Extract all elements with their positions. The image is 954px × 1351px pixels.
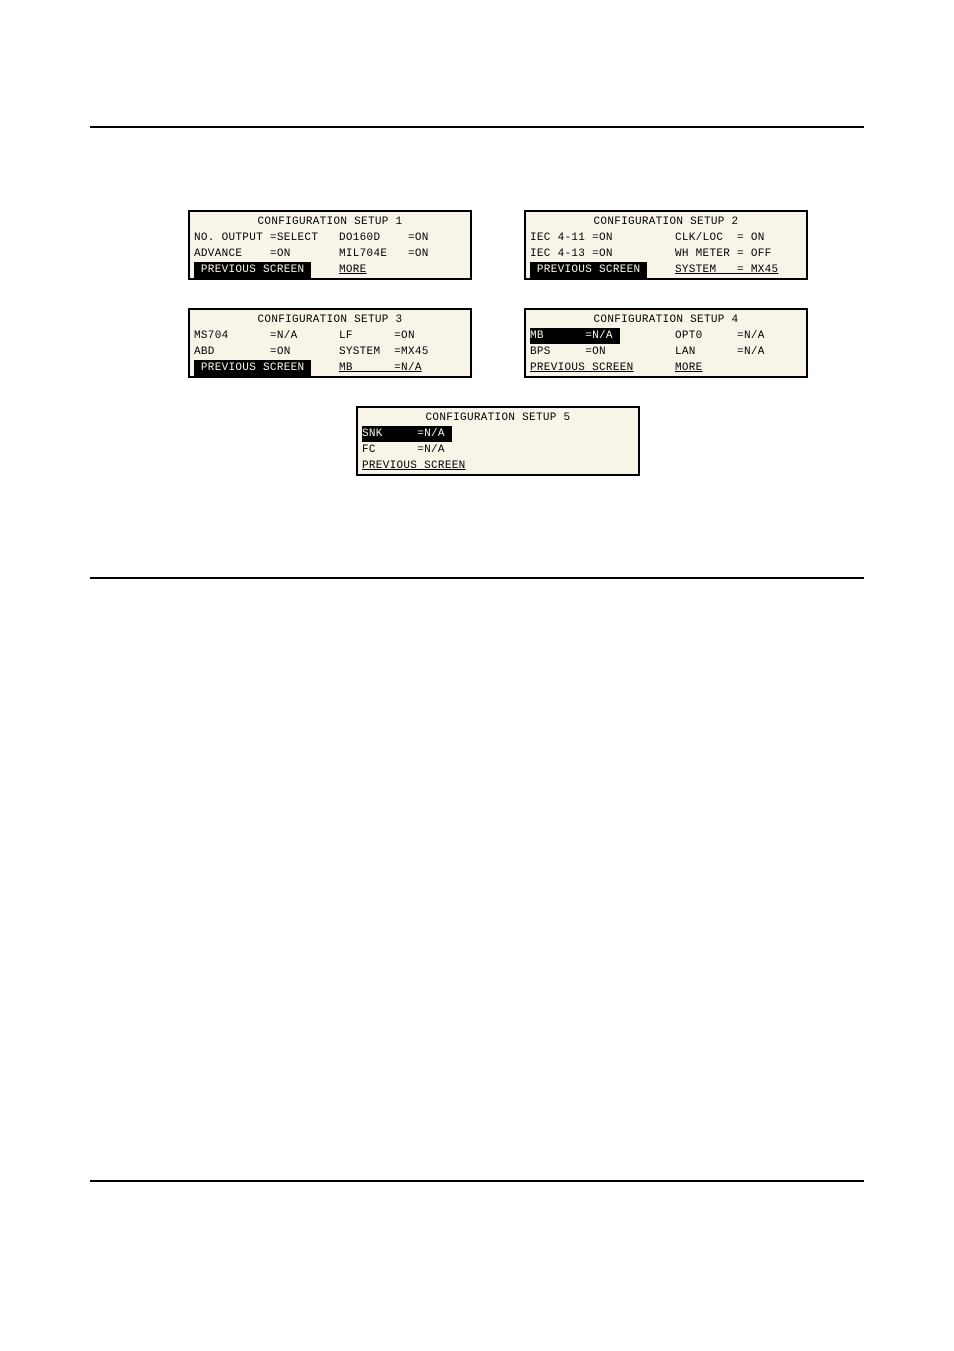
panel-row-line: PREVIOUS SCREEN MORE (194, 262, 466, 278)
field-system[interactable]: SYSTEM = MX45 (675, 262, 779, 278)
panel-row-line: PREVIOUS SCREEN MB =N/A (194, 360, 466, 376)
config-setup-panel-4: CONFIGURATION SETUP 4 MB =N/A OPT0 =N/A … (524, 308, 808, 378)
panel-row-3: CONFIGURATION SETUP 5 SNK =N/A FC =N/A P… (188, 406, 808, 476)
config-setup-panel-1: CONFIGURATION SETUP 1 NO. OUTPUT =SELECT… (188, 210, 472, 280)
horizontal-rule-mid (90, 577, 864, 579)
panel-row-line: MS704 =N/A LF =ON (194, 328, 466, 344)
previous-screen-button[interactable]: PREVIOUS SCREEN (530, 360, 634, 376)
panel-row-line: IEC 4-11 =ON CLK/LOC = ON (530, 230, 802, 246)
panel-row-line: MB =N/A OPT0 =N/A (530, 328, 802, 344)
panel-title: CONFIGURATION SETUP 4 (530, 312, 802, 328)
panel-title: CONFIGURATION SETUP 5 (362, 410, 634, 426)
panel-row-line: BPS =ON LAN =N/A (530, 344, 802, 360)
field-advance[interactable]: ADVANCE =ON (194, 246, 339, 262)
config-setup-panel-2: CONFIGURATION SETUP 2 IEC 4-11 =ON CLK/L… (524, 210, 808, 280)
config-setup-panel-3: CONFIGURATION SETUP 3 MS704 =N/A LF =ON … (188, 308, 472, 378)
panel-row-line: NO. OUTPUT =SELECT DO160D =ON (194, 230, 466, 246)
panel-row-line: SNK =N/A (362, 426, 634, 442)
field-do160d[interactable]: DO160D =ON (339, 230, 429, 246)
field-iec-4-13[interactable]: IEC 4-13 =ON (530, 246, 675, 262)
horizontal-rule-top (90, 126, 864, 128)
field-opt0[interactable]: OPT0 =N/A (675, 328, 765, 344)
field-wh-meter[interactable]: WH METER = OFF (675, 246, 772, 262)
field-iec-4-11[interactable]: IEC 4-11 =ON (530, 230, 675, 246)
panel-row-1: CONFIGURATION SETUP 1 NO. OUTPUT =SELECT… (188, 210, 808, 280)
more-button[interactable]: MORE (675, 360, 703, 376)
panel-row-line: PREVIOUS SCREEN SYSTEM = MX45 (530, 262, 802, 278)
previous-screen-button[interactable]: PREVIOUS SCREEN (194, 360, 311, 376)
field-lan[interactable]: LAN =N/A (675, 344, 765, 360)
spacer (634, 360, 675, 376)
previous-screen-button[interactable]: PREVIOUS SCREEN (194, 262, 311, 278)
field-fc[interactable]: FC =N/A (362, 442, 445, 458)
field-mb[interactable]: MB =N/A (339, 360, 422, 376)
field-lf[interactable]: LF =ON (339, 328, 415, 344)
panel-row-line: PREVIOUS SCREEN (362, 458, 634, 474)
panel-row-2: CONFIGURATION SETUP 3 MS704 =N/A LF =ON … (188, 308, 808, 378)
panel-row-line: ABD =ON SYSTEM =MX45 (194, 344, 466, 360)
field-snk-selected[interactable]: SNK =N/A (362, 426, 452, 442)
config-setup-panel-5: CONFIGURATION SETUP 5 SNK =N/A FC =N/A P… (356, 406, 640, 476)
field-clk-loc[interactable]: CLK/LOC = ON (675, 230, 765, 246)
panel-title: CONFIGURATION SETUP 1 (194, 214, 466, 230)
horizontal-rule-bottom (90, 1180, 864, 1182)
panel-title: CONFIGURATION SETUP 3 (194, 312, 466, 328)
panel-title: CONFIGURATION SETUP 2 (530, 214, 802, 230)
field-no-output[interactable]: NO. OUTPUT =SELECT (194, 230, 339, 246)
panel-row-line: ADVANCE =ON MIL704E =ON (194, 246, 466, 262)
field-mil704e[interactable]: MIL704E =ON (339, 246, 429, 262)
spacer (311, 360, 339, 376)
spacer (647, 262, 675, 278)
panels-container: CONFIGURATION SETUP 1 NO. OUTPUT =SELECT… (188, 210, 808, 504)
field-ms704[interactable]: MS704 =N/A (194, 328, 339, 344)
field-system[interactable]: SYSTEM =MX45 (339, 344, 429, 360)
more-button[interactable]: MORE (339, 262, 367, 278)
field-abd[interactable]: ABD =ON (194, 344, 339, 360)
spacer (620, 328, 675, 344)
field-bps[interactable]: BPS =ON (530, 344, 675, 360)
panel-row-line: FC =N/A (362, 442, 634, 458)
panel-row-line: IEC 4-13 =ON WH METER = OFF (530, 246, 802, 262)
previous-screen-button[interactable]: PREVIOUS SCREEN (530, 262, 647, 278)
spacer (311, 262, 339, 278)
panel-row-line: PREVIOUS SCREEN MORE (530, 360, 802, 376)
previous-screen-button[interactable]: PREVIOUS SCREEN (362, 458, 466, 474)
field-mb-selected[interactable]: MB =N/A (530, 328, 620, 344)
